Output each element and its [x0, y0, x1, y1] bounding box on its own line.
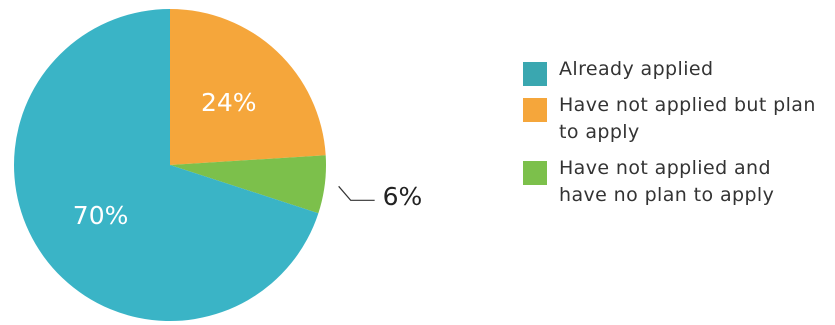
callout-leader-line: [339, 186, 375, 200]
legend: Already applied Have not applied but pla…: [523, 56, 823, 218]
slice-data-label: 6%: [383, 182, 423, 211]
legend-swatch: [523, 62, 547, 86]
legend-label: Have not applied and have no plan to app…: [559, 155, 823, 209]
legend-label: Already applied: [559, 56, 823, 83]
pie-slices: [14, 9, 326, 321]
slice-data-label: 70%: [73, 201, 129, 230]
slice-data-label: 24%: [201, 88, 257, 117]
legend-swatch: [523, 98, 547, 122]
legend-item-no-plan: Have not applied and have no plan to app…: [523, 155, 823, 209]
legend-swatch: [523, 161, 547, 185]
legend-item-plan-to-apply: Have not applied but plan to apply: [523, 92, 823, 146]
legend-item-already-applied: Already applied: [523, 56, 823, 83]
legend-label: Have not applied but plan to apply: [559, 92, 823, 146]
